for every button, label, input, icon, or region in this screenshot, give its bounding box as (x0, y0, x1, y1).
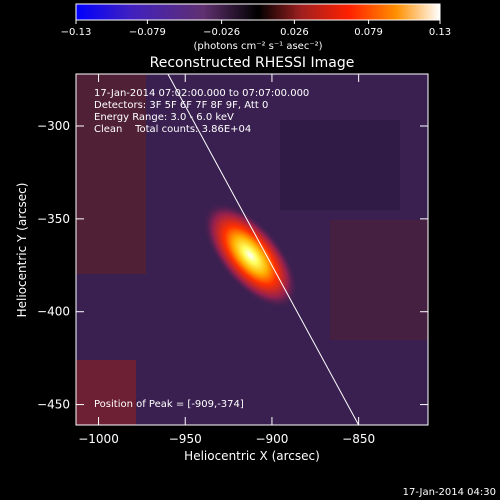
colorbar-units-label: (photons cm⁻² s⁻¹ asec⁻²) (193, 41, 322, 52)
annotations: 17-Jan-2014 07:02:00.000 to 07:07:00.000… (94, 88, 309, 410)
colorbar-tick-label: −0.026 (203, 27, 240, 38)
colorbar-tick-label: 0.026 (280, 27, 309, 38)
annotation-total-counts: Clean Total counts: 3.86E+04 (94, 124, 251, 135)
flare-source (203, 202, 298, 309)
colorbar-ticks: −0.13 −0.079 −0.026 0.026 0.079 0.13 (61, 20, 451, 38)
x-axis: −1000 −950 −900 −850 (78, 74, 375, 446)
chart-title: Reconstructed RHESSI Image (150, 55, 355, 71)
x-tick-label: −1000 (78, 432, 119, 446)
heatmap-patch (330, 220, 428, 340)
plot-frame (75, 73, 429, 426)
y-tick-label: −300 (37, 119, 70, 133)
x-axis-label: Heliocentric X (arcsec) (184, 449, 320, 463)
y-tick-label: −400 (37, 305, 70, 319)
annotation-time-range: 17-Jan-2014 07:02:00.000 to 07:07:00.000 (94, 88, 309, 99)
x-tick-label: −950 (169, 432, 202, 446)
colorbar-tick-label: 0.13 (429, 27, 451, 38)
heatmap-patch (76, 74, 146, 274)
heatmap-image (76, 74, 428, 425)
annotation-energy-range: Energy Range: 3.0 - 6.0 keV (94, 112, 234, 123)
y-axis: −300 −350 −400 −450 (37, 119, 428, 412)
footer-timestamp: 17-Jan-2014 04:30 (403, 487, 496, 498)
heatmap-patch (76, 360, 136, 425)
y-axis-label: Heliocentric Y (arcsec) (15, 183, 29, 318)
colorbar-tick-label: −0.079 (129, 27, 166, 38)
colorbar-tick-label: −0.13 (61, 27, 92, 38)
colorbar-tick-label: 0.079 (354, 27, 383, 38)
colorbar (75, 3, 441, 21)
y-tick-label: −450 (37, 398, 70, 412)
x-tick-label: −850 (342, 432, 375, 446)
solar-limb-line (167, 74, 360, 425)
x-tick-label: −900 (255, 432, 288, 446)
annotation-detectors: Detectors: 3F 5F 6F 7F 8F 9F, Att 0 (94, 100, 268, 111)
heatmap-patch (280, 120, 400, 210)
peak-position-label: Position of Peak = [-909,-374] (94, 399, 244, 410)
y-tick-label: −350 (37, 212, 70, 226)
